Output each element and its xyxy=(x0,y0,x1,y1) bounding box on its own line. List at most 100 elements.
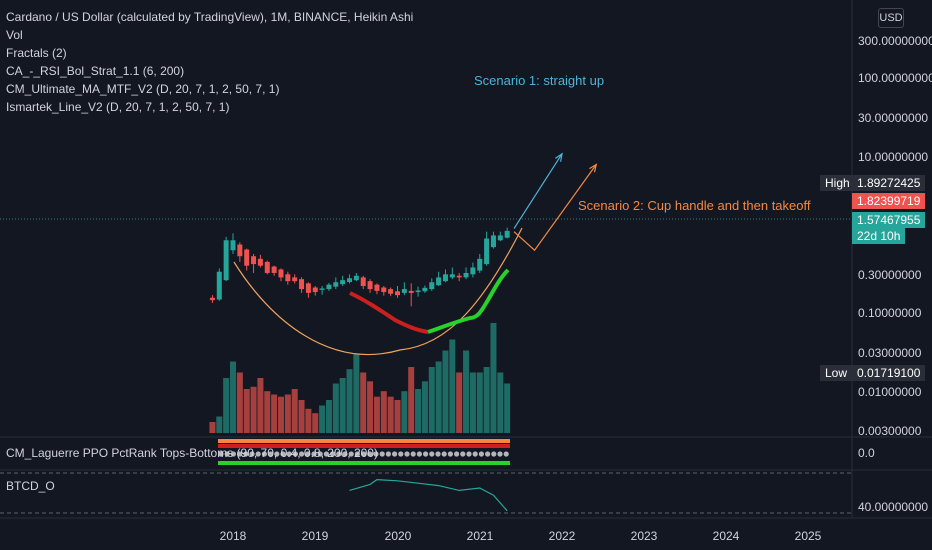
scenario-2-arrow-line xyxy=(513,164,597,252)
candle-body xyxy=(305,283,311,293)
laguerre-dot xyxy=(317,451,323,457)
scenario-1-label[interactable]: Scenario 1: straight up xyxy=(474,73,605,88)
volume-bar xyxy=(223,378,230,433)
laguerre-dot xyxy=(268,451,274,457)
volume-bar xyxy=(360,372,367,433)
pane-separators xyxy=(0,0,932,519)
time-label: 2020 xyxy=(384,529,412,543)
price-tick: 0.03000000 xyxy=(858,346,922,360)
low-label: Low xyxy=(820,365,853,381)
candle-body xyxy=(223,240,229,281)
indicator-ismartek[interactable]: Ismartek_Line_V2 (D, 20, 7, 1, 2, 50, 7,… xyxy=(6,100,230,114)
candle-body xyxy=(347,278,353,283)
volume-bar xyxy=(209,422,216,433)
chart-title[interactable]: Cardano / US Dollar (calculated by Tradi… xyxy=(6,10,414,24)
laguerre-axis-value: 0.0 xyxy=(858,446,875,460)
volume-bar xyxy=(298,400,305,433)
laguerre-dot xyxy=(497,451,503,457)
laguerre-bar-red xyxy=(218,444,510,448)
candle-body xyxy=(429,282,435,290)
laguerre-dot xyxy=(361,451,367,457)
candle-body xyxy=(257,258,263,266)
volume-bar xyxy=(387,396,394,433)
laguerre-dot xyxy=(243,451,249,457)
ma-red-line xyxy=(349,291,429,334)
candle-body xyxy=(395,291,400,296)
candle-body xyxy=(374,284,380,291)
volume-bars xyxy=(209,323,511,433)
high-value: 1.89272425 xyxy=(852,175,926,191)
laguerre-pane-title[interactable]: CM_Laguerre PPO PctRank Tops-Bottoms (90… xyxy=(6,446,378,460)
chart-legend: Cardano / US Dollar (calculated by Tradi… xyxy=(6,8,413,116)
laguerre-dot xyxy=(261,451,267,457)
countdown-tag: 22d 10h xyxy=(852,228,906,244)
indicator-rsi-bol[interactable]: CA_-_RSI_Bol_Strat_1.1 (6, 200) xyxy=(6,64,185,78)
price-tick: 0.00300000 xyxy=(858,424,922,438)
price-tick: 0.10000000 xyxy=(858,306,922,320)
laguerre-dot xyxy=(305,451,311,457)
laguerre-bar-orange xyxy=(218,439,510,443)
candle-body xyxy=(292,277,298,282)
candle-body xyxy=(209,297,215,301)
volume-bar xyxy=(353,353,360,433)
price-tick: 0.30000000 xyxy=(858,268,922,282)
laguerre-dot xyxy=(237,451,243,457)
low-value: 0.01719100 xyxy=(852,365,926,381)
candle-body xyxy=(449,274,455,278)
scenario-1-arrow-line xyxy=(513,153,563,229)
laguerre-dot xyxy=(485,451,491,457)
price-tick: 100.00000000 xyxy=(858,71,932,85)
laguerre-dot xyxy=(218,451,224,457)
scenario-2-label[interactable]: Scenario 2: Cup handle and then takeoff xyxy=(578,198,811,213)
laguerre-bar-green xyxy=(218,461,510,465)
time-label: 2018 xyxy=(219,529,247,543)
volume-bar xyxy=(408,367,415,433)
laguerre-dot xyxy=(255,451,261,457)
currency-button[interactable]: USD xyxy=(878,8,904,28)
volume-bar xyxy=(312,413,319,433)
candle-body xyxy=(463,272,469,278)
volume-bar xyxy=(332,383,339,433)
candle-body xyxy=(230,240,236,251)
candle-body xyxy=(216,271,222,300)
volume-bar xyxy=(319,405,326,433)
candle-body xyxy=(285,274,291,282)
volume-bar xyxy=(284,394,291,433)
volume-bar xyxy=(380,391,387,433)
volume-bar xyxy=(271,394,278,433)
candle-body xyxy=(456,275,462,278)
volume-bar xyxy=(442,350,449,433)
candle-body xyxy=(353,275,359,281)
volume-bar xyxy=(415,389,422,433)
candle-body xyxy=(326,284,332,290)
cup-handle-curve xyxy=(233,227,523,356)
btcd-line xyxy=(349,478,508,512)
time-label: 2022 xyxy=(548,529,576,543)
laguerre-dot xyxy=(299,451,305,457)
indicator-vol[interactable]: Vol xyxy=(6,28,23,42)
scenario-2-arrow-head xyxy=(589,163,598,173)
candle-body xyxy=(401,289,407,293)
ma-lines xyxy=(349,268,510,334)
volume-bar xyxy=(463,350,470,433)
indicator-cm-ma[interactable]: CM_Ultimate_MA_MTF_V2 (D, 20, 7, 1, 2, 5… xyxy=(6,82,280,96)
laguerre-dot xyxy=(466,451,472,457)
laguerre-dot xyxy=(423,451,429,457)
indicator-fractals[interactable]: Fractals (2) xyxy=(6,46,67,60)
candle-body xyxy=(442,274,448,282)
candle-body xyxy=(381,287,387,293)
btcd-pane-title[interactable]: BTCD_O xyxy=(6,479,55,493)
laguerre-dot xyxy=(404,451,410,457)
laguerre-dot xyxy=(472,451,478,457)
candle-body xyxy=(484,238,490,265)
laguerre-dot xyxy=(460,451,466,457)
volume-bar xyxy=(483,367,490,433)
candle-body xyxy=(388,289,394,294)
price-tick: 0.01000000 xyxy=(858,385,922,399)
volume-bar xyxy=(421,381,428,433)
laguerre-dot xyxy=(224,451,230,457)
ma-green-line xyxy=(427,268,510,334)
volume-bar xyxy=(305,408,312,433)
candle-body xyxy=(367,281,373,290)
